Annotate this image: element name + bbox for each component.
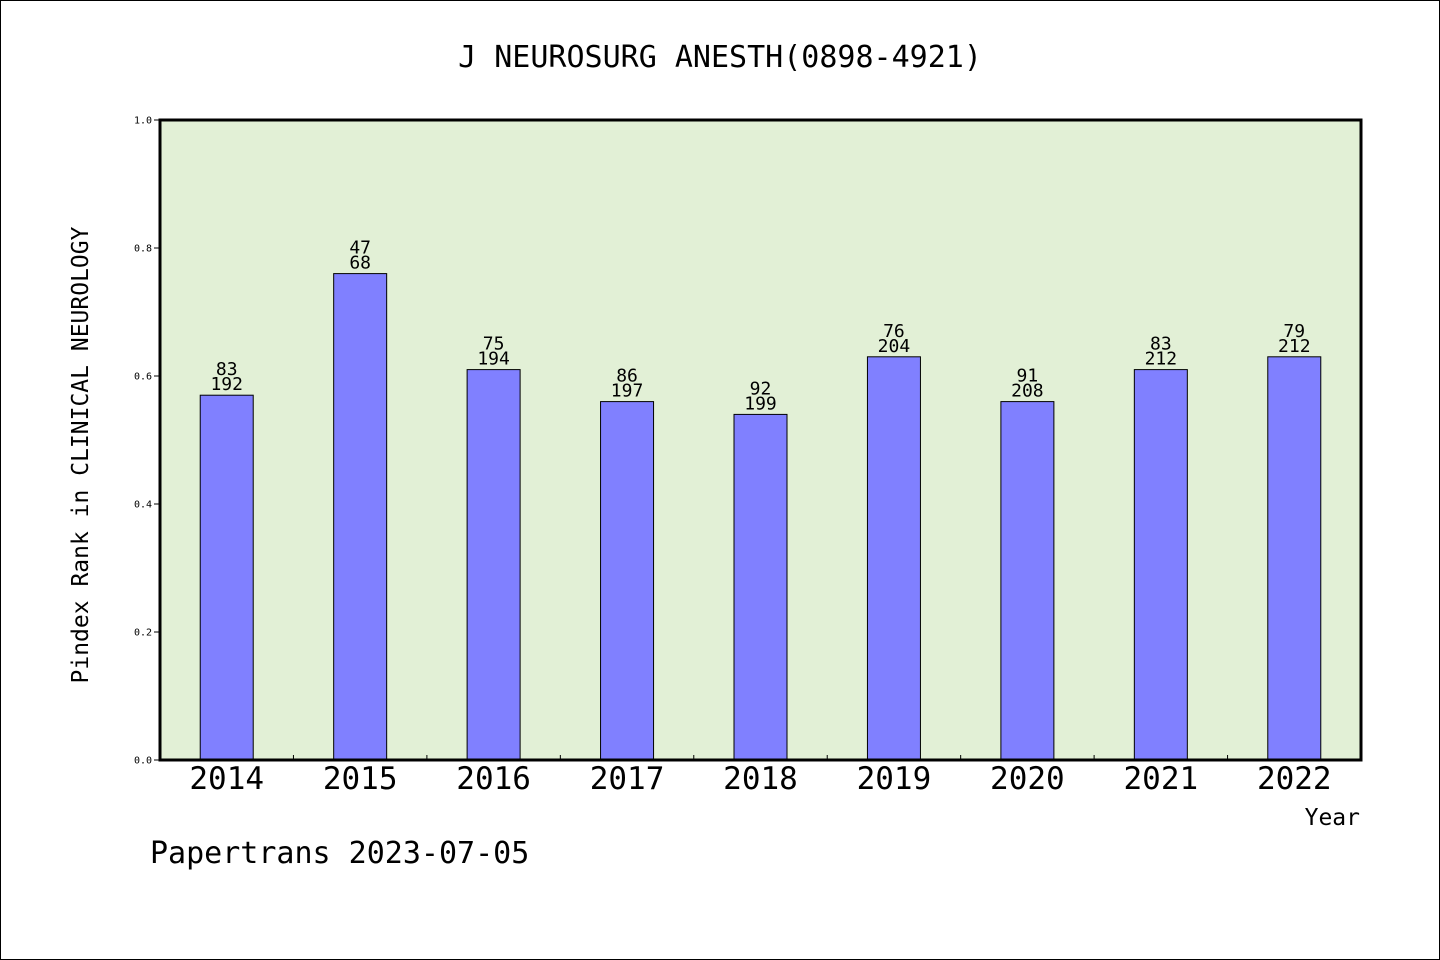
rank-label: 86 bbox=[616, 366, 638, 387]
rank-label: 91 bbox=[1017, 366, 1039, 387]
y-tick-label: 0.0 bbox=[134, 756, 152, 767]
total-label: 192 bbox=[210, 374, 243, 395]
x-tick-label: 2022 bbox=[1257, 761, 1332, 797]
rank-label: 83 bbox=[216, 359, 238, 380]
total-label: 212 bbox=[1145, 349, 1178, 370]
x-axis-label: Year bbox=[1305, 805, 1360, 831]
rank-label: 75 bbox=[483, 334, 505, 355]
chart-title: J NEUROSURG ANESTH(0898-4921) bbox=[458, 40, 982, 75]
bar-2016 bbox=[466, 369, 521, 761]
plot-border bbox=[158, 118, 1363, 762]
bar-2019 bbox=[866, 356, 921, 761]
x-tick-label: 2018 bbox=[723, 761, 798, 797]
bar-2021 bbox=[1133, 369, 1188, 761]
total-label: 204 bbox=[878, 336, 911, 357]
x-tick-label: 2021 bbox=[1124, 761, 1199, 797]
x-tick-label: 2020 bbox=[990, 761, 1065, 797]
x-tick-label: 2014 bbox=[189, 761, 264, 797]
x-tick-label: 2017 bbox=[590, 761, 665, 797]
bar-2014 bbox=[199, 394, 254, 761]
total-label: 208 bbox=[1011, 381, 1044, 402]
y-tick-label: 1.0 bbox=[134, 116, 152, 127]
total-label: 199 bbox=[744, 393, 777, 414]
total-label: 68 bbox=[349, 253, 371, 274]
bar-2022 bbox=[1267, 356, 1322, 761]
y-tick-label: 0.6 bbox=[134, 372, 152, 383]
y-tick-label: 0.2 bbox=[134, 628, 152, 639]
total-label: 194 bbox=[477, 349, 510, 370]
bar-2015 bbox=[333, 273, 388, 761]
rank-label: 92 bbox=[750, 378, 772, 399]
rank-label: 83 bbox=[1150, 334, 1172, 355]
rank-label: 47 bbox=[349, 238, 371, 259]
y-tick-label: 0.4 bbox=[134, 500, 152, 511]
x-tick-label: 2016 bbox=[456, 761, 531, 797]
total-label: 197 bbox=[611, 381, 644, 402]
y-tick-label: 0.8 bbox=[134, 244, 152, 255]
bar-2020 bbox=[1000, 401, 1055, 761]
x-tick-label: 2019 bbox=[857, 761, 932, 797]
rank-label: 79 bbox=[1283, 321, 1305, 342]
rank-label: 76 bbox=[883, 321, 905, 342]
x-tick-label: 2015 bbox=[323, 761, 398, 797]
bar-2017 bbox=[600, 401, 655, 761]
y-axis-label: Pindex Rank in CLINICAL NEUROLOGY bbox=[68, 226, 94, 683]
bar-2018 bbox=[733, 413, 788, 761]
total-label: 212 bbox=[1278, 336, 1311, 357]
footer-source-date: Papertrans 2023-07-05 bbox=[150, 836, 529, 871]
